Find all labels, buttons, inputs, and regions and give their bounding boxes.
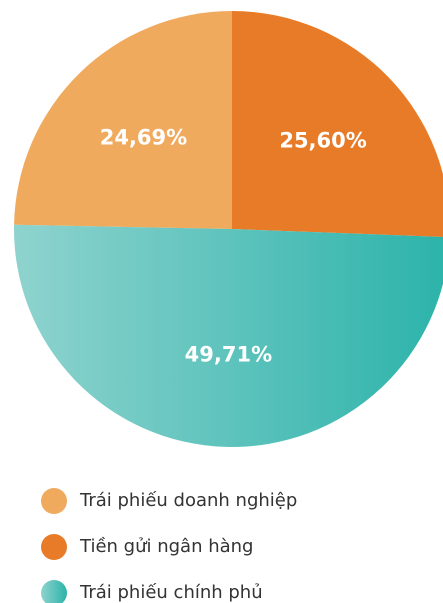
pie: 24,69% 25,60% 49,71% bbox=[14, 11, 443, 447]
data-label: 24,69% bbox=[100, 126, 187, 150]
legend-swatch bbox=[41, 534, 67, 560]
pie-slice bbox=[232, 11, 443, 237]
pie-slice bbox=[14, 224, 443, 447]
legend-label: Trái phiếu chính phủ bbox=[79, 582, 263, 603]
legend: Trái phiếu doanh nghiệp Tiền gửi ngân hàn… bbox=[41, 488, 297, 603]
pie-slice bbox=[14, 11, 233, 229]
legend-label: Tiền gửi ngân hàng bbox=[79, 536, 253, 557]
legend-swatch bbox=[41, 488, 67, 514]
legend-swatch bbox=[41, 580, 67, 603]
data-label: 49,71% bbox=[185, 342, 272, 366]
legend-label: Trái phiếu doanh nghiệp bbox=[79, 490, 297, 511]
data-label: 25,60% bbox=[279, 128, 366, 152]
